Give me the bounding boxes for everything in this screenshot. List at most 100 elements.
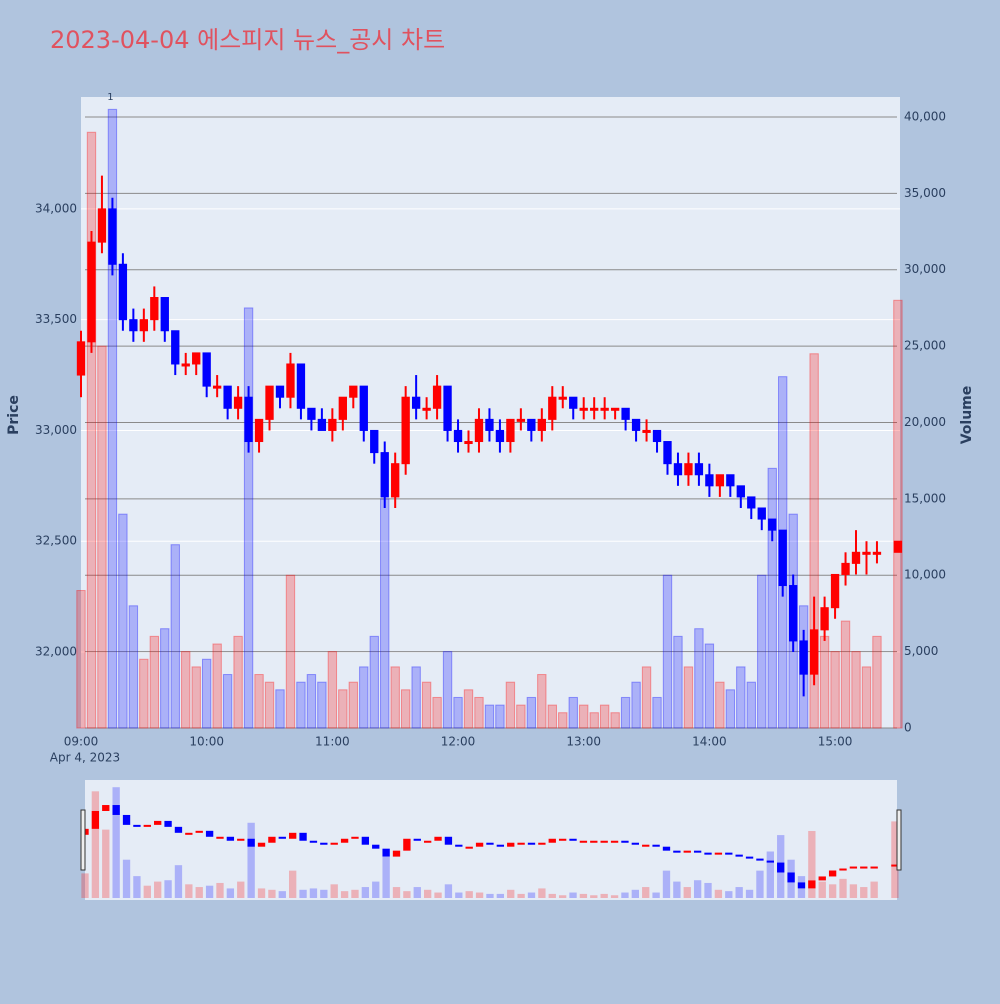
- y2-tick-label: 40,000: [904, 109, 946, 123]
- mini-candle: [351, 836, 359, 839]
- mini-volume-bar: [579, 893, 588, 898]
- candle-body: [443, 385, 452, 431]
- volume-bar: [160, 628, 170, 729]
- volume-bar: [589, 712, 599, 729]
- mini-candle: [839, 868, 847, 871]
- volume-bar: [840, 620, 851, 729]
- volume-bar: [359, 666, 369, 729]
- y-tick-label: 32,500: [35, 534, 77, 548]
- mini-candle: [205, 830, 214, 837]
- mini-volume-bar: [849, 884, 858, 898]
- volume-bar: [170, 544, 180, 729]
- mini-candle: [486, 842, 494, 845]
- mini-candle: [631, 842, 639, 845]
- mini-volume-bar: [735, 887, 743, 898]
- candle-body: [642, 429, 651, 433]
- mini-volume-bar: [247, 822, 255, 898]
- mini-candle: [652, 844, 660, 847]
- volume-bar: [694, 628, 704, 729]
- mini-candle: [808, 880, 816, 889]
- candle-body: [160, 297, 169, 332]
- candle-body: [516, 418, 526, 422]
- mini-candle: [320, 842, 328, 845]
- volume-bar: [233, 635, 243, 729]
- mini-candle: [340, 838, 349, 843]
- candle-body: [118, 263, 128, 321]
- candle-body: [495, 429, 505, 443]
- volume-bar: [118, 513, 128, 729]
- mini-candle: [361, 836, 370, 845]
- mini-volume-bar: [527, 892, 536, 898]
- mini-volume-bar: [569, 892, 577, 898]
- candle-body: [474, 418, 484, 443]
- volume-bar: [484, 704, 495, 729]
- y2-tick-label: 25,000: [904, 339, 946, 353]
- volume-bar: [830, 651, 840, 729]
- volume-bar: [683, 666, 694, 729]
- volume-bar: [453, 696, 463, 729]
- mini-volume-bar: [828, 884, 837, 898]
- mini-candle: [590, 840, 598, 843]
- mini-volume-bar: [818, 881, 826, 898]
- mini-candle: [745, 856, 754, 859]
- range-handle: [896, 809, 902, 871]
- mini-candle: [766, 860, 774, 863]
- candle-body: [411, 396, 421, 409]
- candle-body: [652, 429, 662, 443]
- volume-bar: [380, 498, 390, 729]
- mini-volume-bar: [330, 884, 338, 898]
- volume-bar: [149, 635, 160, 729]
- mini-volume-bar: [652, 892, 660, 898]
- candle-body: [830, 573, 840, 609]
- volume-bar: [442, 651, 453, 729]
- volume-bar: [631, 681, 641, 729]
- mini-candle: [247, 838, 255, 847]
- volume-bar: [641, 666, 652, 729]
- volume-bar: [620, 696, 631, 729]
- volume-bar: [432, 696, 442, 729]
- mini-candle: [870, 866, 878, 869]
- volume-bar: [474, 696, 484, 729]
- volume-bar: [222, 674, 233, 729]
- candle-body: [705, 474, 714, 487]
- mini-candle: [891, 864, 899, 867]
- volume-bar: [421, 681, 432, 729]
- mini-volume-bar: [299, 889, 307, 898]
- plot-background: [81, 97, 900, 728]
- volume-bar: [181, 651, 191, 729]
- candle-body: [97, 208, 107, 243]
- volume-bar: [327, 651, 338, 729]
- volume-bar: [819, 635, 830, 729]
- y-axis-title: Price: [6, 395, 22, 435]
- volume-bar: [526, 696, 537, 729]
- volume-bar: [338, 689, 348, 729]
- volume-bar: [191, 666, 201, 729]
- candle-body: [590, 407, 599, 411]
- mini-candle: [465, 846, 473, 849]
- mini-volume-bar: [610, 895, 619, 898]
- volume-bar: [579, 704, 589, 729]
- mini-volume-bar: [600, 893, 608, 898]
- volume-bar: [212, 643, 222, 729]
- mini-candle: [112, 805, 120, 815]
- candle-body: [192, 352, 201, 365]
- candle-body: [778, 529, 787, 587]
- mini-candle: [216, 836, 224, 839]
- mini-volume-bar: [808, 830, 816, 898]
- candle-body: [558, 396, 567, 400]
- y-tick-label: 32,000: [35, 645, 77, 659]
- mini-volume-bar: [891, 821, 899, 898]
- mini-candle: [662, 846, 671, 851]
- mini-volume-bar: [268, 889, 276, 898]
- candle-body: [715, 474, 725, 487]
- mini-candle: [818, 876, 826, 881]
- mini-volume-bar: [714, 889, 723, 898]
- y2-tick-label: 15,000: [904, 491, 946, 505]
- mini-volume-bar: [122, 859, 131, 898]
- x-tick-label: 11:00: [315, 735, 350, 749]
- mini-volume-bar: [91, 791, 100, 898]
- mini-candle: [195, 830, 203, 833]
- mini-volume-bar: [507, 889, 515, 898]
- candle-body: [579, 407, 588, 411]
- mini-candle: [558, 838, 567, 841]
